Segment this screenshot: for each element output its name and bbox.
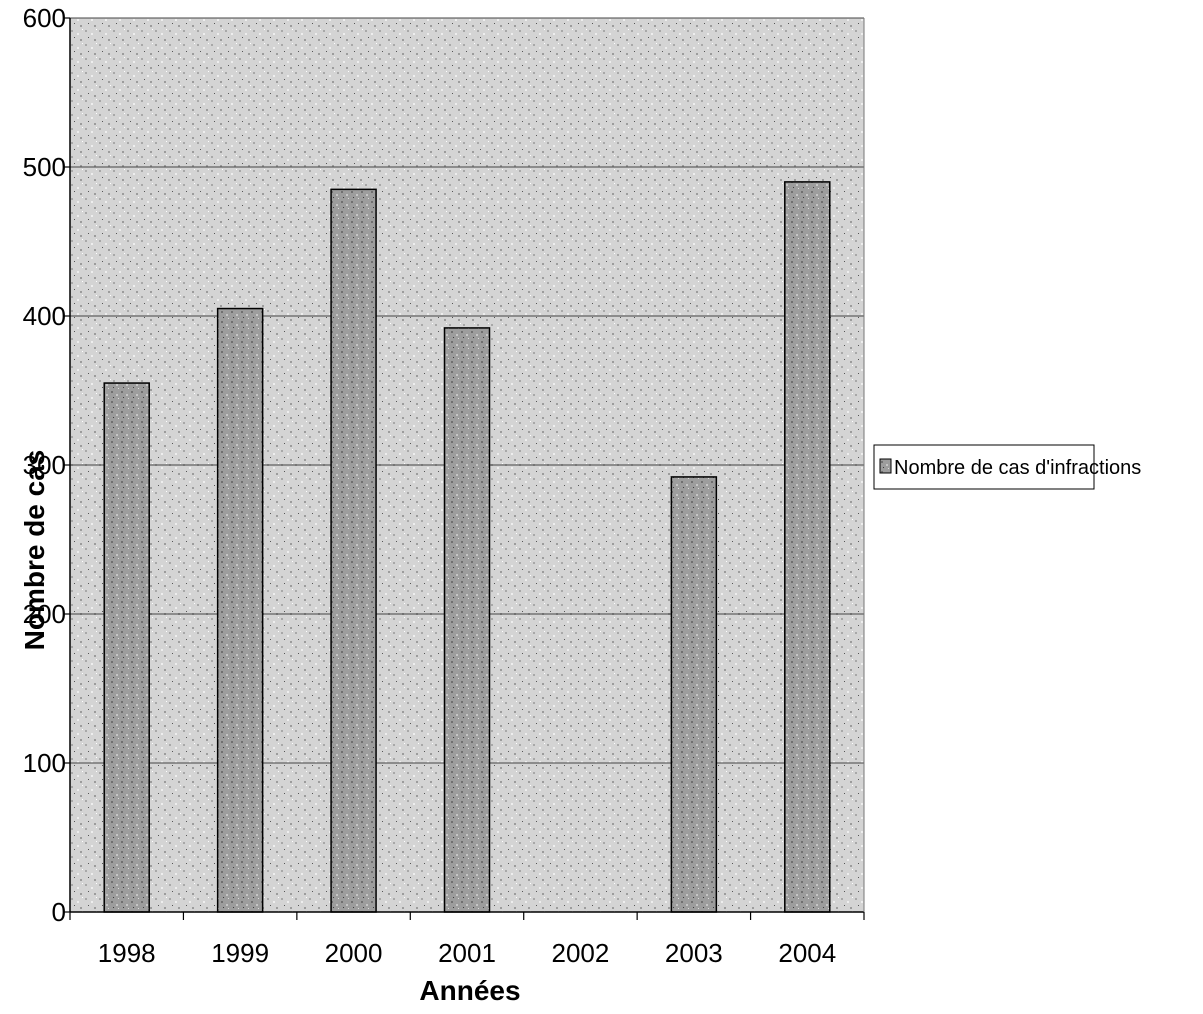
- y-tick-label: 100: [23, 748, 66, 778]
- bar-1999: [216, 307, 264, 913]
- legend-swatch: [879, 458, 892, 474]
- bar-2001: [443, 327, 491, 913]
- axes: [64, 17, 865, 920]
- y-axis-title: Nombre de cas: [19, 450, 50, 651]
- x-axis-title: Années: [419, 975, 520, 1006]
- bar-1998: [103, 382, 150, 913]
- x-tick-labels: 1998 1999 2000 2001 2002 2003 2004: [98, 938, 836, 968]
- bars: [103, 181, 831, 913]
- y-tick-labels: 0 100 200 300 400 500 600: [23, 3, 66, 927]
- legend-box: [873, 444, 1095, 490]
- x-tick-label: 1999: [211, 938, 269, 968]
- x-tick-label: 2000: [325, 938, 383, 968]
- y-tick-label: 500: [23, 152, 66, 182]
- y-tick-label: 300: [23, 450, 66, 480]
- y-tick-label: 600: [23, 3, 66, 33]
- bar-2004: [784, 181, 831, 913]
- bar-2003: [670, 476, 718, 913]
- x-tick-label: 2001: [438, 938, 496, 968]
- legend: Nombre de cas d'infractions: [873, 444, 1141, 490]
- x-tick-label: 2003: [665, 938, 723, 968]
- y-tick-label: 200: [23, 599, 66, 629]
- x-tick-label: 2002: [552, 938, 610, 968]
- x-tick-label: 1998: [98, 938, 156, 968]
- y-tick-label: 400: [23, 301, 66, 331]
- x-tick-label: 2004: [778, 938, 836, 968]
- bar-2000: [330, 188, 377, 913]
- legend-label: Nombre de cas d'infractions: [894, 457, 1141, 479]
- y-tick-label: 0: [52, 897, 66, 927]
